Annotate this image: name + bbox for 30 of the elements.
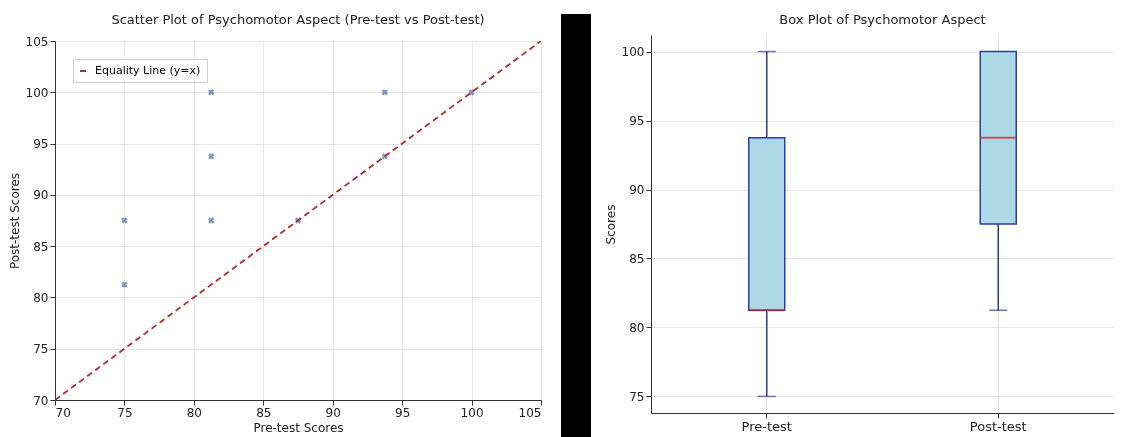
x-tick-label: 85 (256, 405, 272, 420)
x-tick-label: Post-test (969, 418, 1027, 434)
x-tick-label: 105 (518, 405, 542, 420)
chart-title: Scatter Plot of Psychomotor Aspect (Pre-test vs Post-test) (111, 12, 485, 27)
y-axis-title: Scores (603, 204, 618, 245)
y-tick-label: 85 (629, 251, 645, 266)
x-tick-label: Pre-test (741, 418, 792, 434)
x-tick-label: 75 (117, 405, 133, 420)
y-axis-title: Post-test Scores (7, 172, 22, 270)
y-tick-label: 100 (621, 45, 645, 60)
y-tick-label: 75 (33, 342, 49, 357)
x-tick-label: 70 (55, 405, 71, 420)
y-tick-label: 75 (629, 389, 645, 404)
y-tick-label: 70 (33, 393, 49, 408)
legend-label: Equality Line (y=x) (95, 64, 201, 77)
y-tick-label: 85 (33, 239, 49, 254)
y-tick-label: 80 (629, 320, 645, 335)
y-tick-label: 105 (25, 34, 49, 49)
x-tick-label: 100 (460, 405, 484, 420)
y-tick-label: 100 (25, 85, 49, 100)
y-tick-label: 90 (629, 183, 645, 198)
x-tick-label: 90 (325, 405, 341, 420)
x-tick-label: 80 (186, 405, 202, 420)
chart-title: Box Plot of Psychomotor Aspect (779, 12, 986, 27)
x-axis-title: Pre-test Scores (253, 420, 344, 435)
y-tick-label: 80 (33, 290, 49, 305)
y-tick-label: 90 (33, 188, 49, 203)
y-tick-label: 95 (33, 137, 49, 152)
y-tick-label: 95 (629, 114, 645, 129)
x-tick-label: 95 (395, 405, 411, 420)
